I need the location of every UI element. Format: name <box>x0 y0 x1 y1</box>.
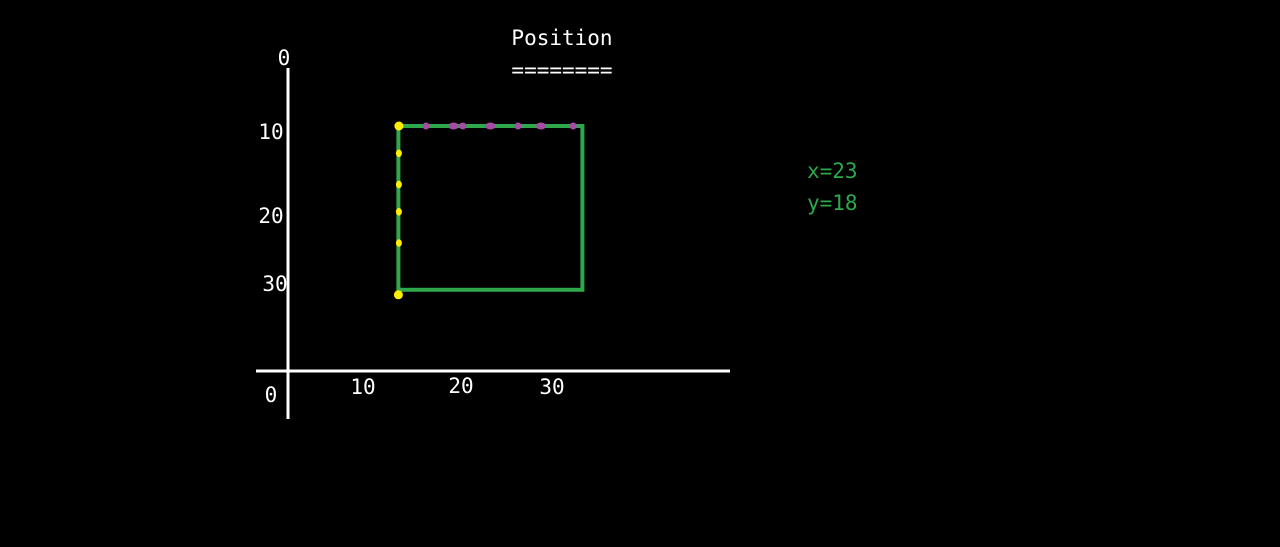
left-edge-dots <box>393 121 404 300</box>
title-underline: ======== <box>511 58 612 82</box>
left-edge-dot <box>395 180 402 189</box>
left-edge-dot <box>395 208 402 216</box>
x-tick-label-20: 20 <box>448 374 473 398</box>
left-edge-dot <box>393 290 403 300</box>
top-edge-dot <box>448 122 459 130</box>
top-edge-dot <box>459 122 467 130</box>
position-rectangle <box>396 124 585 292</box>
position-y-readout: y=18 <box>807 191 858 215</box>
y-tick-label-20: 20 <box>258 204 283 228</box>
y-tick-label-10: 10 <box>258 120 283 144</box>
top-edge-dot <box>514 122 522 130</box>
x-tick-label-10: 10 <box>350 375 375 399</box>
left-edge-dot <box>395 149 402 158</box>
x-tick-label-0: 0 <box>265 383 278 407</box>
top-edge-dot <box>536 122 546 130</box>
left-edge-dot <box>394 121 404 131</box>
top-edge-dot <box>569 122 577 130</box>
top-edge-dot <box>485 122 496 130</box>
top-edge-dots <box>422 122 577 130</box>
y-tick-label-30: 30 <box>262 272 287 296</box>
y-tick-label-0: 0 <box>278 46 291 70</box>
x-tick-label-30: 30 <box>539 375 564 399</box>
diagram-title: Position <box>511 26 612 50</box>
top-edge-dot <box>422 122 430 130</box>
left-edge-dot <box>395 239 402 247</box>
position-x-readout: x=23 <box>807 159 858 183</box>
